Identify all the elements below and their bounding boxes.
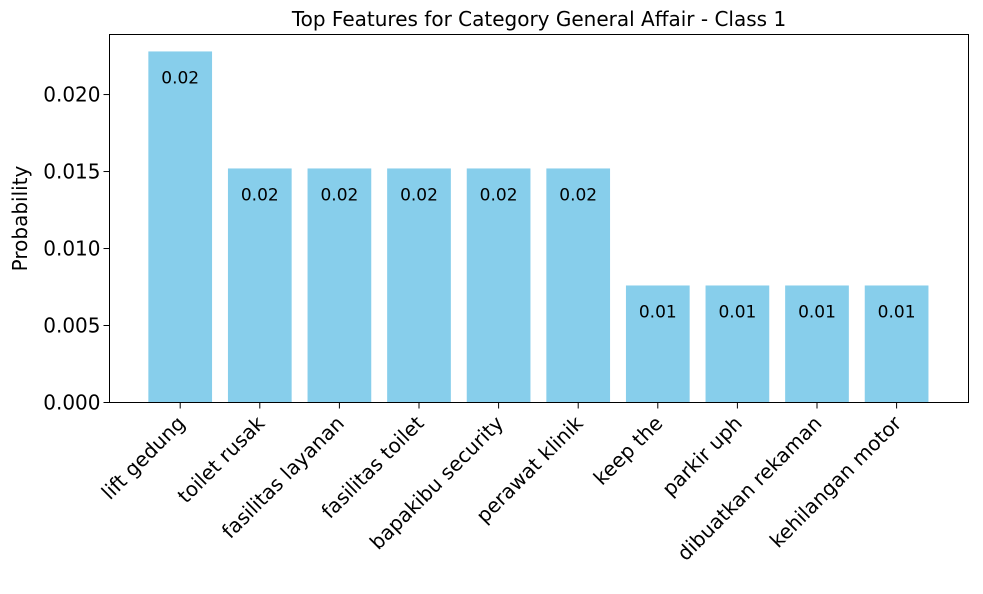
- bar: [625, 285, 690, 403]
- bar: [387, 168, 451, 403]
- y-tick-label: 0.020: [43, 83, 100, 107]
- x-tick-label: keep the: [589, 411, 668, 490]
- y-axis-label: Probability: [8, 165, 32, 271]
- bar-value-label: 0.01: [639, 302, 677, 322]
- bar: [546, 168, 611, 403]
- y-tick-label: 0.015: [43, 160, 100, 184]
- y-tick-label: 0.010: [43, 237, 100, 261]
- bar: [307, 168, 372, 403]
- bar-value-label: 0.02: [559, 185, 597, 205]
- bar-value-label: 0.02: [320, 185, 358, 205]
- bar: [227, 168, 292, 403]
- plot-frame: [109, 34, 969, 403]
- bar: [864, 285, 929, 403]
- bar-value-label: 0.02: [161, 68, 199, 88]
- bar-value-label: 0.02: [400, 185, 438, 205]
- bar-value-label: 0.01: [718, 302, 756, 322]
- bar-value-label: 0.01: [878, 302, 916, 322]
- bar: [705, 285, 770, 403]
- bar: [785, 285, 849, 403]
- y-tick-label: 0.000: [43, 391, 100, 415]
- bar-value-label: 0.02: [241, 185, 279, 205]
- bar: [466, 168, 531, 403]
- chart-title: Top Features for Category General Affair…: [291, 7, 786, 31]
- x-tick-label: kehilangan motor: [765, 411, 907, 553]
- bar-value-label: 0.02: [480, 185, 518, 205]
- x-tick-label: bapakibu security: [365, 411, 508, 554]
- x-tick-label: dibuatkan rekaman: [672, 411, 826, 565]
- bar-value-label: 0.01: [798, 302, 836, 322]
- bar: [148, 51, 213, 403]
- y-tick-label: 0.005: [43, 314, 100, 338]
